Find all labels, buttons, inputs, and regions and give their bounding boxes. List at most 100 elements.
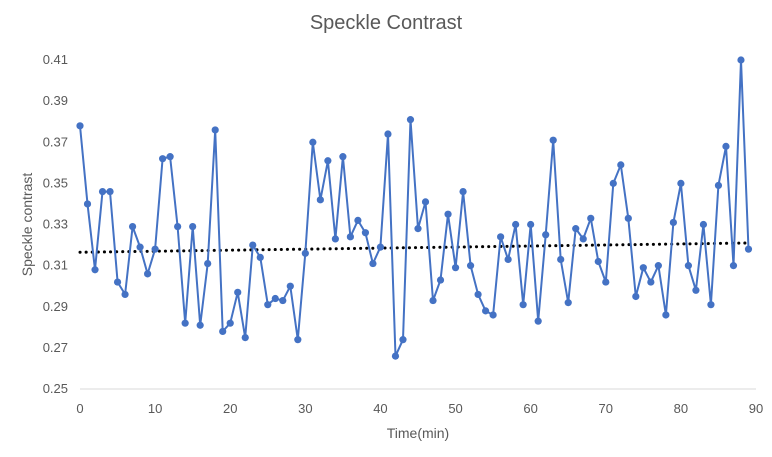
data-point [669,218,677,227]
data-point [83,200,92,208]
x-tick-label: 10 [148,401,162,416]
data-point [406,116,415,124]
data-point [662,311,670,319]
y-tick-label: 0.25 [43,381,68,396]
data-point [654,262,662,270]
data-point [98,188,107,196]
data-point [166,153,174,161]
data-point [744,245,753,253]
data-point [624,214,632,222]
data-point [504,255,512,264]
data-point [151,245,159,253]
data-point [181,319,189,327]
data-point [602,278,610,286]
data-point [159,155,167,163]
data-point [549,136,557,144]
data-point [234,288,242,296]
data-point [512,220,520,229]
x-tick-labels: 0 10 20 30 40 50 60 70 80 90 [76,401,763,416]
data-point [699,220,708,229]
data-point [286,282,294,290]
data-point [639,264,647,272]
data-point [677,179,685,187]
data-point [226,319,234,327]
x-tick-label: 20 [223,401,237,416]
chart-title: Speckle Contrast [309,12,463,34]
data-point [324,157,332,165]
data-point [174,222,182,231]
data-point [76,122,84,130]
x-tick-label: 50 [448,401,462,416]
data-point [339,153,347,161]
data-point [707,301,715,309]
data-point [211,126,219,134]
data-point [632,292,640,301]
series-line [79,59,750,357]
x-tick-label: 0 [76,401,83,416]
data-point [301,249,309,257]
data-point [594,257,602,266]
y-tick-label: 0.29 [43,299,68,314]
data-point [534,317,542,325]
data-point [421,198,430,206]
data-points [76,56,753,360]
x-tick-label: 30 [298,401,312,416]
data-point [354,216,362,224]
x-tick-label: 40 [373,401,387,416]
data-point [579,235,587,243]
data-point [361,229,370,237]
data-point [692,286,700,294]
data-point [391,352,400,360]
data-point [249,241,257,249]
data-point [572,225,580,233]
data-point [436,276,445,284]
x-axis-title: Time(min) [387,425,449,441]
y-tick-labels: 0.25 0.27 0.29 0.31 0.33 0.35 0.37 0.39 0.41 [43,52,68,396]
data-point [316,196,324,204]
data-point [91,266,99,274]
data-point [369,259,377,268]
y-tick-label: 0.37 [43,134,68,149]
data-point [256,253,264,261]
data-point [557,255,565,264]
data-point [294,336,302,344]
data-point [241,333,249,342]
data-point [609,179,617,187]
data-point [429,296,437,305]
y-tick-label: 0.41 [43,52,68,67]
data-point [189,222,197,231]
data-point [519,301,527,309]
data-point [121,290,129,299]
data-point [414,225,422,233]
y-tick-label: 0.39 [43,93,68,108]
data-point [106,188,114,196]
data-point [459,188,467,196]
x-tick-label: 90 [749,401,763,416]
data-point [647,278,655,286]
y-tick-label: 0.31 [43,258,68,273]
x-tick-label: 70 [599,401,613,416]
y-tick-label: 0.35 [43,175,68,190]
data-point [722,142,730,150]
data-point [482,307,490,315]
data-point [451,264,460,272]
y-tick-label: 0.33 [43,217,68,232]
data-point [737,56,745,64]
data-point [587,214,595,222]
data-point [729,262,738,270]
data-point [113,278,122,286]
data-point [466,262,475,270]
data-point [527,220,535,229]
x-tick-label: 60 [523,401,537,416]
data-point [714,181,723,190]
trendline [78,241,750,254]
data-point [264,301,272,309]
data-point [444,210,452,218]
data-point [271,294,279,303]
y-axis-title: Speckle contrast [19,173,35,277]
data-point [136,243,144,251]
data-point [684,262,693,270]
data-point [617,161,625,169]
data-point [309,138,317,146]
